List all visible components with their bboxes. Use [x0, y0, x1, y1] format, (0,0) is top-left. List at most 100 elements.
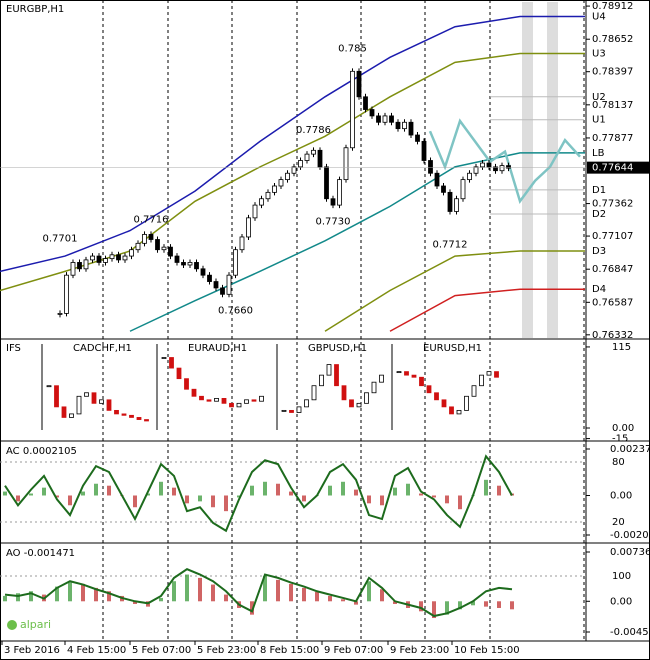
- band-line: [129, 152, 585, 332]
- pair-label: GBPUSD,H1: [308, 343, 367, 354]
- candle: [304, 153, 310, 161]
- osc-line: [4, 568, 513, 618]
- ifs-candle: [176, 367, 182, 380]
- band-label: D4: [592, 284, 606, 295]
- symbol-title: EURGBP,H1: [6, 4, 64, 15]
- candle: [174, 255, 180, 263]
- candle: [109, 254, 115, 260]
- candle: [311, 149, 316, 155]
- histogram-bar: [94, 483, 98, 496]
- histogram-bar: [55, 586, 59, 602]
- histogram-bar: [3, 595, 7, 602]
- histogram-bar: [289, 491, 293, 496]
- histogram-bar: [328, 485, 332, 496]
- histogram-bar: [146, 493, 150, 496]
- histogram-bar: [16, 593, 20, 602]
- peak-label: 0.7786: [296, 125, 331, 136]
- histogram-bar: [224, 495, 228, 512]
- candle: [155, 239, 160, 251]
- peak-label: 0.7660: [218, 306, 253, 317]
- candle: [272, 185, 277, 193]
- histogram-bar: [432, 601, 436, 619]
- ifs-candle: [121, 413, 127, 416]
- y2-tick-label: 20: [612, 517, 625, 528]
- ifs-candle: [69, 413, 74, 418]
- level-label: U2: [592, 92, 606, 103]
- histogram-bar: [224, 594, 228, 602]
- histogram-bar: [237, 495, 241, 498]
- histogram-bar: [185, 495, 189, 504]
- level-label: D1: [592, 185, 606, 196]
- ifs-candle: [106, 399, 112, 411]
- histogram-bar: [328, 595, 332, 602]
- logo-icon: [7, 620, 17, 630]
- candle: [148, 234, 154, 240]
- ifs-candle: [281, 409, 287, 412]
- candle: [135, 242, 141, 251]
- candle: [382, 115, 388, 123]
- ifs-candle: [304, 399, 309, 408]
- band-line: [389, 288, 585, 332]
- candle: [480, 162, 485, 168]
- candle: [343, 147, 349, 181]
- histogram-bar: [380, 495, 384, 506]
- candle: [142, 234, 147, 244]
- y-tick-label: -15: [612, 434, 628, 445]
- candle: [278, 179, 284, 187]
- ifs-candle: [161, 357, 167, 359]
- band-label: LB: [592, 148, 605, 159]
- y-tick-label: 0.00: [610, 490, 632, 501]
- candle: [499, 165, 505, 172]
- pair-label: EURAUD,H1: [188, 343, 247, 354]
- histogram-bar: [198, 577, 202, 602]
- histogram-bar: [432, 495, 436, 498]
- candle: [213, 281, 219, 289]
- x-tick-label: 10 Feb 15:00: [454, 645, 520, 656]
- ifs-candle: [296, 406, 302, 413]
- ifs-candle: [144, 419, 149, 422]
- y-tick-label: 0.76332: [592, 330, 633, 341]
- x-tick-label: 5 Feb 23:00: [197, 645, 256, 656]
- shade: [522, 2, 533, 338]
- candle: [103, 258, 108, 263]
- y2-tick-label: 100: [612, 571, 631, 582]
- histogram-bar: [302, 495, 306, 502]
- histogram-bar: [406, 483, 410, 496]
- band-label: U3: [592, 48, 606, 59]
- candle: [194, 262, 199, 270]
- ifs-candle: [364, 392, 369, 404]
- y-tick-label: 0.002374: [610, 444, 650, 455]
- candle: [116, 254, 121, 261]
- candle: [421, 140, 427, 161]
- ifs-candle: [356, 402, 362, 408]
- ifs-candle: [404, 371, 409, 376]
- histogram-bar: [263, 575, 267, 602]
- y-tick-label: -0.002018: [610, 530, 650, 541]
- candle: [233, 249, 238, 276]
- x-tick-label: 3 Feb 2016: [4, 645, 60, 656]
- band-line: [0, 15, 585, 273]
- x-tick-label: 5 Feb 07:00: [132, 645, 191, 656]
- price-box: [587, 161, 649, 174]
- y-tick-label: 0.78912: [592, 1, 633, 12]
- y-tick-label: 0.76587: [592, 297, 633, 308]
- y-tick-label: 0.77362: [592, 199, 633, 210]
- ac-title: AC 0.0002105: [6, 446, 77, 457]
- histogram-bar: [16, 495, 20, 502]
- y-tick-label: 0.78137: [592, 100, 633, 111]
- histogram-bar: [380, 589, 384, 602]
- candle: [428, 160, 433, 174]
- candle: [70, 262, 76, 276]
- band-label: U4: [592, 12, 606, 23]
- ifs-candle: [169, 357, 174, 369]
- y-tick-label: 115: [612, 342, 631, 353]
- candle: [57, 313, 63, 315]
- candle: [298, 160, 303, 168]
- ifs-candle: [326, 364, 332, 376]
- histogram-bar: [81, 583, 85, 602]
- ifs-candle: [341, 385, 347, 401]
- x-tick-label: 9 Feb 07:00: [324, 645, 383, 656]
- candle: [447, 191, 453, 212]
- ifs-candle: [411, 374, 417, 378]
- y-tick-label: 0.76847: [592, 264, 633, 275]
